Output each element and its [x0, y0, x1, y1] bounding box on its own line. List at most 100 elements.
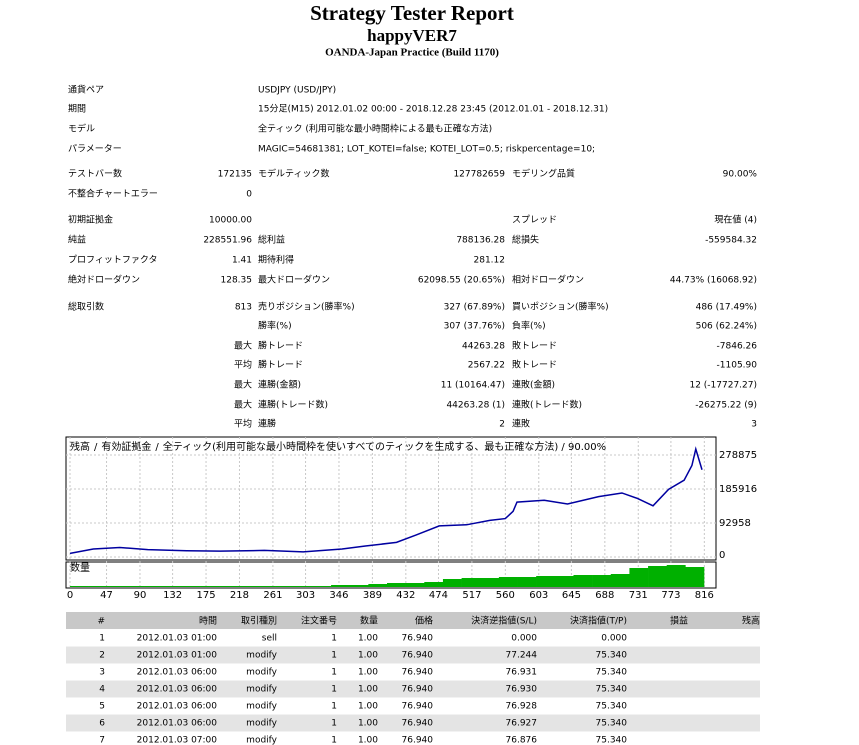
table-cell: modify	[246, 668, 277, 678]
table-cell: 75.340	[596, 685, 628, 695]
info-label: モデリング品質	[512, 168, 575, 180]
table-cell: 1	[331, 736, 337, 745]
table-cell: modify	[246, 736, 277, 745]
info-value: 44263.28 (1)	[446, 401, 505, 411]
info-value: 44263.28	[462, 342, 505, 352]
table-cell: modify	[246, 719, 277, 729]
info-label: 不整合チャートエラー	[68, 188, 158, 200]
info-label: プロフィットファクタ	[68, 255, 157, 266]
row-bg	[66, 714, 760, 732]
info-value: 128.35	[221, 276, 253, 286]
x-tick-label: 517	[462, 590, 481, 601]
table-cell: 1.00	[358, 668, 378, 678]
info-value: 327 (67.89%)	[444, 303, 505, 313]
info-value: 11 (10164.47)	[441, 381, 505, 391]
volume-bar	[312, 586, 332, 587]
table-header: 注文番号	[301, 615, 337, 627]
volume-bar	[461, 578, 481, 587]
info-label: 相対ドローダウン	[512, 274, 584, 286]
table-cell: 2012.01.03 06:00	[137, 702, 218, 712]
y-tick-label: 92958	[719, 518, 751, 529]
volume-bar	[666, 565, 686, 587]
info-label: 最大ドローダウン	[258, 274, 330, 286]
table-cell: 2012.01.03 07:00	[137, 736, 218, 745]
info-label: 売りポジション(勝率%)	[258, 301, 355, 313]
table-cell: 76.930	[506, 685, 538, 695]
info-label: 15分足(M15) 2012.01.02 00:00 - 2018.12.28 …	[258, 104, 608, 115]
info-value: -559584.32	[705, 236, 757, 246]
x-tick-label: 474	[429, 590, 448, 601]
info-value: 90.00%	[723, 170, 758, 180]
table-cell: 0.000	[601, 634, 627, 644]
table-header: 決済逆指値(S/L)	[471, 615, 537, 627]
x-tick-label: 47	[100, 590, 113, 601]
info-label: モデル	[68, 123, 95, 135]
volume-bar	[163, 586, 183, 587]
volume-bar	[480, 578, 500, 587]
info-label: 総損失	[512, 234, 539, 246]
table-cell: 76.940	[402, 719, 434, 729]
info-value: 10000.00	[209, 216, 252, 226]
info-label: 連勝	[258, 418, 276, 430]
volume-bar	[368, 584, 388, 587]
volume-label: 数量	[70, 561, 90, 574]
table-cell: 76.876	[506, 736, 538, 745]
table-cell: 2012.01.03 06:00	[137, 668, 218, 678]
legend-entry: 全ティック(利用可能な最小時間枠を使いすべてのティックを生成する、最も正確な方法…	[163, 440, 606, 453]
x-tick-label: 261	[263, 590, 282, 601]
x-tick-label: 731	[629, 590, 648, 601]
info-label: 純益	[68, 234, 86, 246]
info-label: テストバー数	[68, 168, 122, 180]
info-label: 総取引数	[68, 301, 104, 313]
info-value: 172135	[218, 170, 252, 180]
table-cell: 1.00	[358, 719, 378, 729]
y-tick-label: 278875	[719, 450, 757, 461]
info-value: 最大	[234, 340, 252, 352]
table-cell: modify	[246, 651, 277, 661]
table-cell: 1	[331, 668, 337, 678]
info-label: モデルティック数	[258, 168, 329, 180]
info-value: 3	[751, 420, 757, 430]
table-header: 価格	[415, 615, 433, 627]
volume-bar	[554, 576, 574, 587]
x-tick-label: 816	[695, 590, 714, 601]
info-value: 307 (37.76%)	[444, 322, 505, 332]
info-label: 連敗(トレード数)	[512, 399, 582, 411]
volume-bar	[685, 567, 705, 587]
server-name: OANDA-Japan Practice (Build 1170)	[325, 47, 499, 59]
table-cell: modify	[246, 685, 277, 695]
table-cell: 6	[99, 719, 105, 729]
table-cell: 76.940	[402, 651, 434, 661]
table-cell: 1	[331, 702, 337, 712]
info-label: 期間	[68, 104, 86, 115]
volume-bar	[70, 586, 89, 587]
info-value: 44.73% (16068.92)	[670, 276, 757, 286]
table-cell: 1.00	[358, 702, 378, 712]
info-value: 486 (17.49%)	[696, 303, 757, 313]
table-cell: 75.340	[596, 736, 628, 745]
info-label: 連敗	[512, 418, 530, 430]
info-label: 通貨ペア	[68, 84, 104, 96]
x-tick-label: 645	[562, 590, 581, 601]
info-label: USDJPY (USD/JPY)	[258, 86, 336, 96]
volume-bar	[88, 586, 108, 587]
volume-bar	[125, 586, 145, 587]
table-cell: 75.340	[596, 719, 628, 729]
volume-bar	[629, 568, 649, 587]
volume-bar	[387, 583, 406, 587]
table-cell: 1.00	[358, 685, 378, 695]
info-value: 平均	[234, 359, 252, 371]
table-cell: 1.00	[358, 736, 378, 745]
info-label: 期待利得	[258, 254, 294, 266]
info-value: 2567.22	[468, 361, 505, 371]
info-value: -7846.26	[717, 342, 758, 352]
x-tick-label: 389	[363, 590, 382, 601]
volume-bar	[592, 575, 612, 587]
info-label: 勝トレード	[258, 340, 303, 352]
table-cell: 76.928	[506, 702, 538, 712]
table-cell: 0.000	[511, 634, 537, 644]
volume-bar	[648, 566, 668, 587]
table-cell: 1.00	[358, 634, 378, 644]
